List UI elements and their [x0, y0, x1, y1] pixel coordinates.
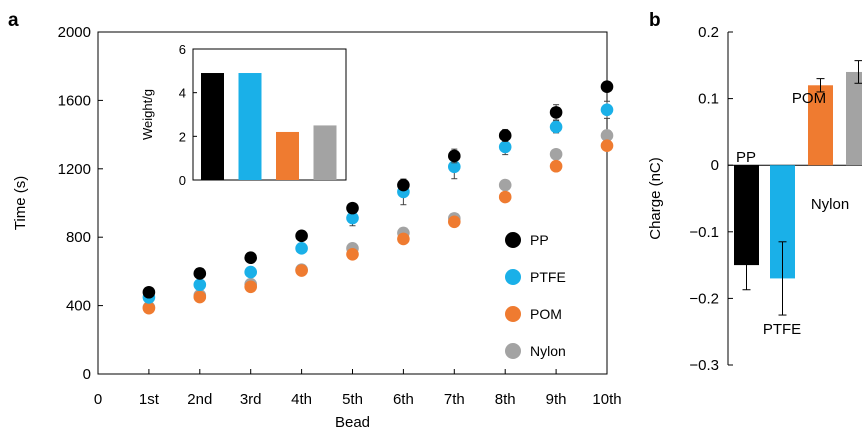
- data-point: [600, 129, 614, 142]
- y-tick-label: 1200: [58, 161, 91, 178]
- y-tick-label: 400: [66, 298, 91, 315]
- bar-nylon: [846, 71, 862, 166]
- data-point: [295, 264, 308, 277]
- panel-a-letter: a: [8, 10, 19, 31]
- series-pom: [142, 139, 614, 315]
- data-point: [346, 248, 359, 261]
- data-point: [193, 290, 207, 304]
- x-tick-label: 0: [94, 391, 102, 408]
- y-tick-label: 800: [66, 229, 91, 246]
- inset-y-tick-label: 2: [179, 129, 186, 144]
- inset-bar-pp: [201, 73, 224, 180]
- inset-bar-chart: 0 2 4 6 Weight/g: [140, 42, 347, 188]
- x-tick-label: 7th: [444, 391, 465, 408]
- data-point: [244, 265, 257, 279]
- legend-marker: [505, 232, 521, 248]
- y-axis-title: Time (s): [12, 176, 29, 230]
- data-point: [193, 267, 207, 280]
- y-tick-label: −0.3: [689, 357, 719, 374]
- data-point: [549, 147, 563, 161]
- data-point: [600, 139, 614, 153]
- x-tick-label: 2nd: [187, 391, 212, 408]
- inset-y-tick-label: 6: [179, 42, 186, 57]
- bar-pom: [808, 85, 833, 166]
- data-point: [549, 106, 563, 119]
- data-point: [498, 140, 512, 154]
- data-point: [600, 80, 614, 94]
- legend-label: Nylon: [530, 343, 566, 359]
- x-tick-label: 10th: [592, 391, 621, 408]
- inset-bar-nylon: [313, 125, 337, 180]
- x-tick-label: 9th: [546, 391, 567, 408]
- bar-label-pp: PP: [736, 149, 756, 166]
- data-point: [295, 242, 308, 255]
- data-point: [244, 251, 257, 265]
- panel-b-letter: b: [649, 10, 661, 31]
- legend-marker: [505, 306, 521, 322]
- inset-y-tick-label: 4: [179, 86, 186, 101]
- data-point: [498, 190, 512, 204]
- data-point: [193, 278, 207, 292]
- y-tick-label: −0.2: [689, 290, 719, 307]
- data-point: [448, 160, 461, 174]
- y-tick-label: 0: [711, 157, 719, 174]
- data-point: [448, 149, 461, 163]
- data-point: [142, 285, 156, 299]
- panel-a-scatter-chart: 0 400 800 1200 1600 2000 0 1st 2nd 3rd 4th 5th 6th 7t…: [12, 24, 622, 431]
- panel-b-bar-chart: 0.2 0.1 0 −0.1 −0.2 −0.3 Charge (nC) PP PTFE POM N…: [647, 24, 862, 374]
- y-tick-label: 0.1: [698, 91, 719, 108]
- legend-marker: [505, 269, 521, 285]
- inset-y-axis-title: Weight/g: [140, 89, 155, 140]
- y-tick-label: 2000: [58, 24, 91, 41]
- data-point: [448, 215, 461, 229]
- inset-y-tick-label: 0: [179, 173, 186, 188]
- data-point: [498, 178, 512, 192]
- x-tick-label: 8th: [495, 391, 516, 408]
- data-point: [244, 280, 257, 294]
- data-point: [142, 301, 156, 315]
- data-point: [397, 232, 410, 246]
- inset-bar-ptfe: [238, 73, 262, 180]
- y-tick-label: 0: [83, 366, 91, 383]
- data-point: [600, 103, 614, 117]
- x-tick-label: 5th: [342, 391, 363, 408]
- legend-marker: [505, 343, 521, 359]
- x-tick-label: 3rd: [240, 391, 262, 408]
- data-point: [498, 129, 512, 142]
- y-tick-label: −0.1: [689, 224, 719, 241]
- x-tick-label: 1st: [139, 391, 160, 408]
- series-pp: [142, 80, 614, 299]
- x-tick-label: 4th: [291, 391, 312, 408]
- inset-bar-pom: [276, 131, 299, 180]
- legend-label: PP: [530, 232, 549, 248]
- bar-label-nylon: Nylon: [811, 196, 849, 213]
- bar-label-ptfe: PTFE: [763, 321, 801, 338]
- y-tick-label: 0.2: [698, 24, 719, 41]
- bar-label-pom: POM: [792, 90, 826, 107]
- y-tick-label: 1600: [58, 92, 91, 109]
- x-tick-label: 6th: [393, 391, 414, 408]
- x-axis-title: Bead: [335, 414, 370, 431]
- data-point: [549, 120, 563, 134]
- data-point: [397, 178, 410, 192]
- y-axis-title: Charge (nC): [647, 157, 664, 240]
- data-point: [549, 159, 563, 173]
- data-point: [295, 229, 308, 243]
- legend-label: PTFE: [530, 269, 566, 285]
- data-point: [346, 211, 359, 225]
- legend-label: POM: [530, 306, 562, 322]
- data-point: [346, 201, 359, 215]
